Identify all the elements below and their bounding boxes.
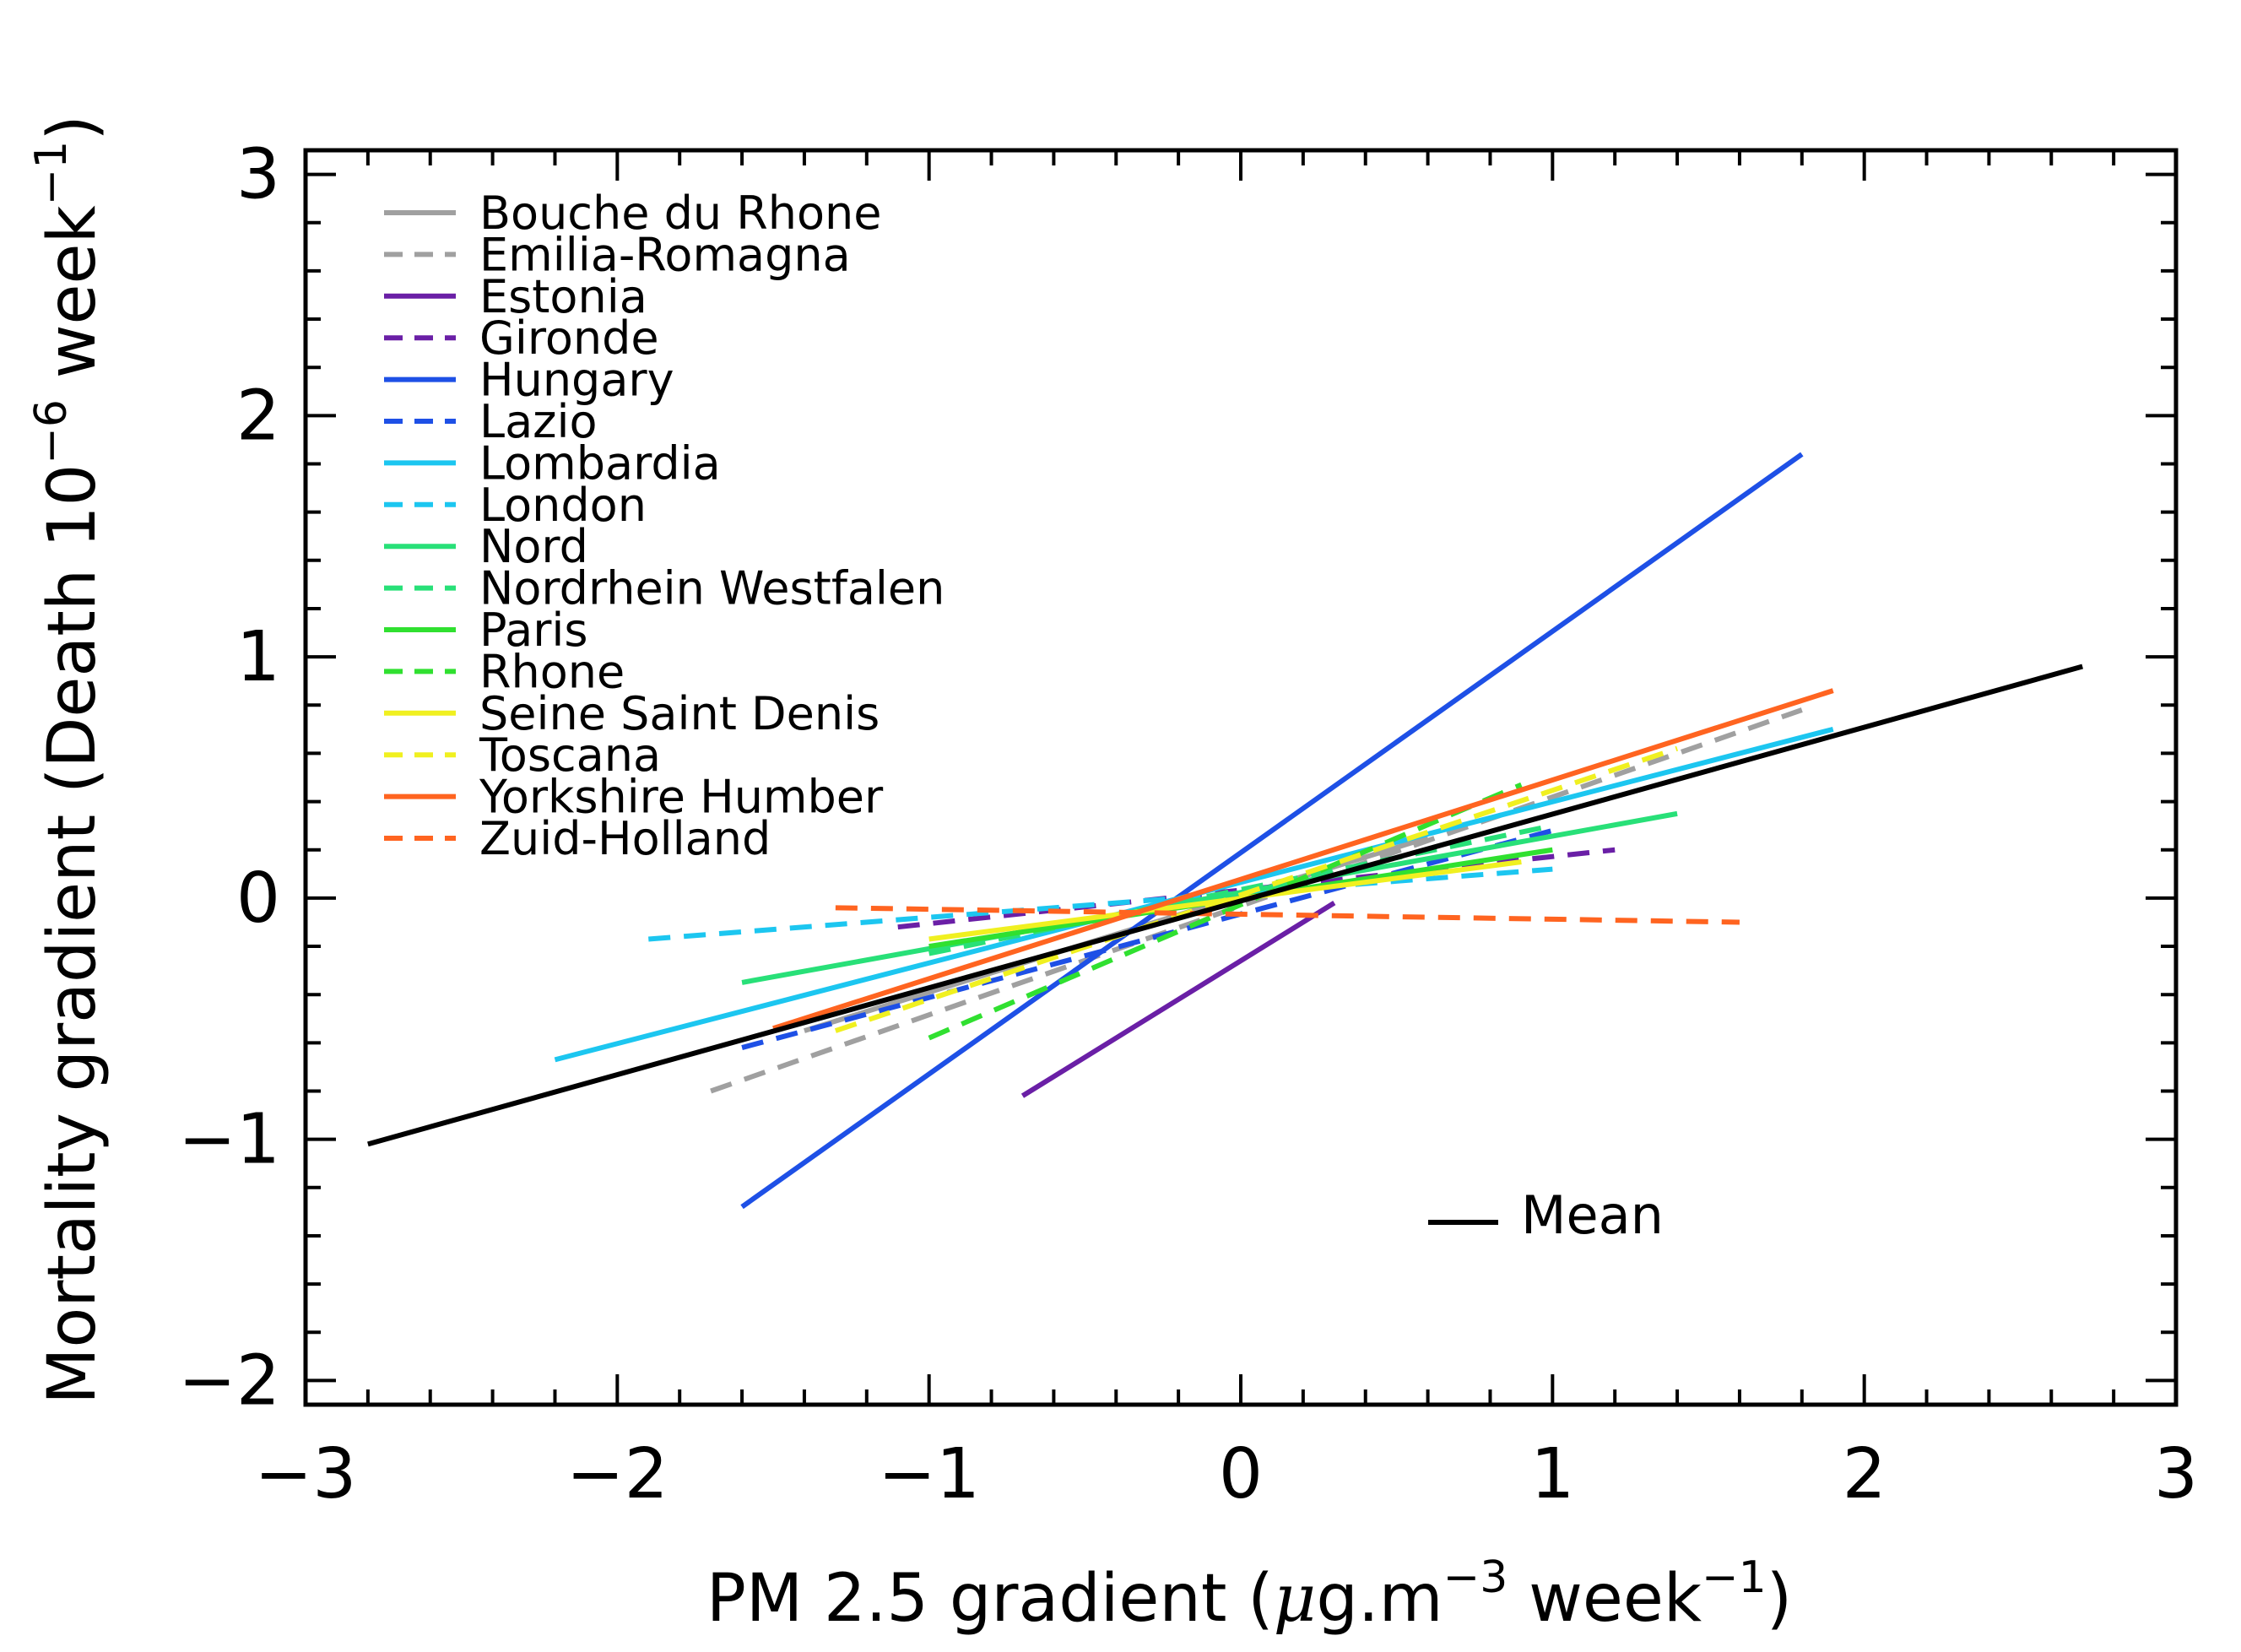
legend-label-london: London bbox=[479, 479, 647, 532]
legend-label-nord: Nord bbox=[479, 520, 588, 573]
legend-label-mean: Mean bbox=[1521, 1184, 1664, 1246]
y-tick-label: 2 bbox=[236, 376, 280, 456]
x-tick-label: 3 bbox=[2154, 1434, 2198, 1514]
y-tick-label: 1 bbox=[236, 617, 280, 697]
legend-label-toscana: Toscana bbox=[479, 729, 661, 782]
y-tick-label: 3 bbox=[236, 135, 280, 215]
series-line-london bbox=[648, 866, 1553, 942]
series-line-hungary bbox=[740, 452, 1804, 1210]
x-axis-label: PM 2.5 gradient (μg.m−3 week−1) bbox=[706, 1552, 1792, 1637]
x-tick-label: −1 bbox=[878, 1434, 980, 1514]
y-tick-label: −1 bbox=[178, 1100, 280, 1180]
series-line-zuid-holland bbox=[835, 905, 1740, 925]
series-lines bbox=[367, 452, 2084, 1210]
x-tick-label: 1 bbox=[1530, 1434, 1574, 1514]
x-tick-label: 0 bbox=[1219, 1434, 1263, 1514]
legend-label-zuid-holland: Zuid-Holland bbox=[479, 812, 771, 865]
legend-label-lombardia: Lombardia bbox=[479, 436, 721, 490]
x-tick-label: −2 bbox=[566, 1434, 669, 1514]
mean-legend: Mean bbox=[1428, 1184, 1664, 1246]
series-line-estonia bbox=[1020, 901, 1336, 1098]
tick-labels: −3 −2 −1 0 1 2 3 −2 −1 0 1 2 3 bbox=[178, 135, 2198, 1514]
legend-label-hungary: Hungary bbox=[479, 354, 674, 407]
series-line-rhone bbox=[928, 782, 1523, 1041]
series-line-yorkshire-humber bbox=[772, 688, 1834, 1032]
series-line-toscana bbox=[834, 745, 1679, 1033]
legend-label-yorkshire-humber: Yorkshire Humber bbox=[479, 771, 884, 824]
x-tick-label: −3 bbox=[255, 1434, 357, 1514]
legend-label-lazio: Lazio bbox=[479, 395, 598, 448]
legend-label-seine-saint-denis: Seine Saint Denis bbox=[479, 687, 880, 740]
mean-line bbox=[367, 664, 2084, 1147]
axis-ticks bbox=[304, 150, 2178, 1405]
legend-label-paris: Paris bbox=[479, 604, 588, 657]
legend-label-nordrhein-westfalen: Nordrhein Westfalen bbox=[479, 562, 945, 615]
legend: Bouche du RhoneEmilia-RomagnaEstoniaGiro… bbox=[384, 187, 945, 865]
y-axis-label: Mortality gradient (Death 10−6 week−1) bbox=[26, 115, 111, 1405]
legend-label-bouche-du-rhone: Bouche du Rhone bbox=[479, 187, 882, 240]
legend-label-rhone: Rhone bbox=[479, 645, 625, 698]
legend-label-estonia: Estonia bbox=[479, 270, 647, 323]
legend-label-gironde: Gironde bbox=[479, 311, 659, 365]
legend-label-emilia-romagna: Emilia-Romagna bbox=[479, 228, 851, 281]
y-tick-label: 0 bbox=[236, 858, 280, 939]
y-tick-label: −2 bbox=[178, 1341, 280, 1421]
x-tick-label: 2 bbox=[1843, 1434, 1886, 1514]
